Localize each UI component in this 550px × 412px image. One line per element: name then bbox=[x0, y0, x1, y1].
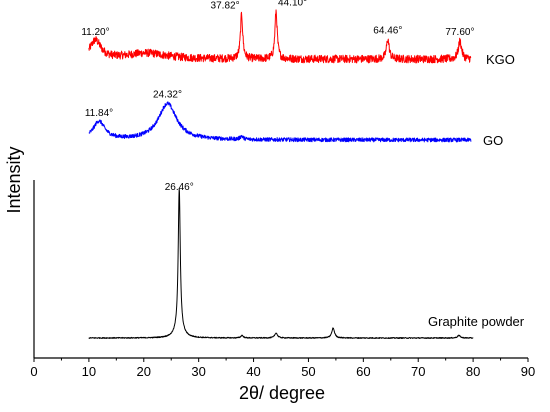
series-line-graphite-powder bbox=[88, 187, 474, 339]
peak-label: 77.60° bbox=[445, 27, 474, 38]
x-tick-label: 60 bbox=[356, 364, 370, 379]
y-axis-title: Intensity bbox=[4, 146, 24, 213]
x-tick-label: 40 bbox=[246, 364, 260, 379]
x-tick-label: 30 bbox=[191, 364, 205, 379]
peak-label: 26.46° bbox=[165, 182, 194, 193]
x-tick-label: 0 bbox=[30, 364, 37, 379]
peak-label: 11.20° bbox=[81, 27, 109, 38]
peak-label: 11.84° bbox=[85, 108, 113, 119]
series-labels: KGO GO Graphite powder bbox=[428, 52, 525, 329]
x-tick-label: 10 bbox=[82, 364, 96, 379]
x-tick-label: 50 bbox=[301, 364, 315, 379]
peak-label: 24.32° bbox=[153, 90, 182, 101]
x-axis-title: 2θ/ degree bbox=[239, 383, 325, 403]
peak-annotations: 11.20° 37.82° 44.10° 64.46° 77.60° 11.84° 24.3… bbox=[81, 0, 474, 193]
peak-label: 44.10° bbox=[278, 0, 307, 8]
x-ticks: 0 10 20 30 40 50 60 70 80 90 bbox=[30, 358, 535, 379]
series-label-go: GO bbox=[483, 133, 503, 148]
series-label-graphite-powder: Graphite powder bbox=[428, 314, 525, 329]
curves bbox=[88, 9, 474, 339]
x-tick-label: 90 bbox=[521, 364, 535, 379]
peak-label: 64.46° bbox=[373, 25, 402, 36]
x-tick-label: 70 bbox=[411, 364, 425, 379]
x-tick-label: 80 bbox=[466, 364, 480, 379]
series-line-go bbox=[88, 101, 472, 143]
series-label-kgo: KGO bbox=[486, 52, 515, 67]
x-tick-label: 20 bbox=[137, 364, 151, 379]
axes bbox=[33, 180, 528, 359]
peak-label: 37.82° bbox=[211, 1, 240, 12]
series-line-kgo bbox=[88, 9, 472, 64]
